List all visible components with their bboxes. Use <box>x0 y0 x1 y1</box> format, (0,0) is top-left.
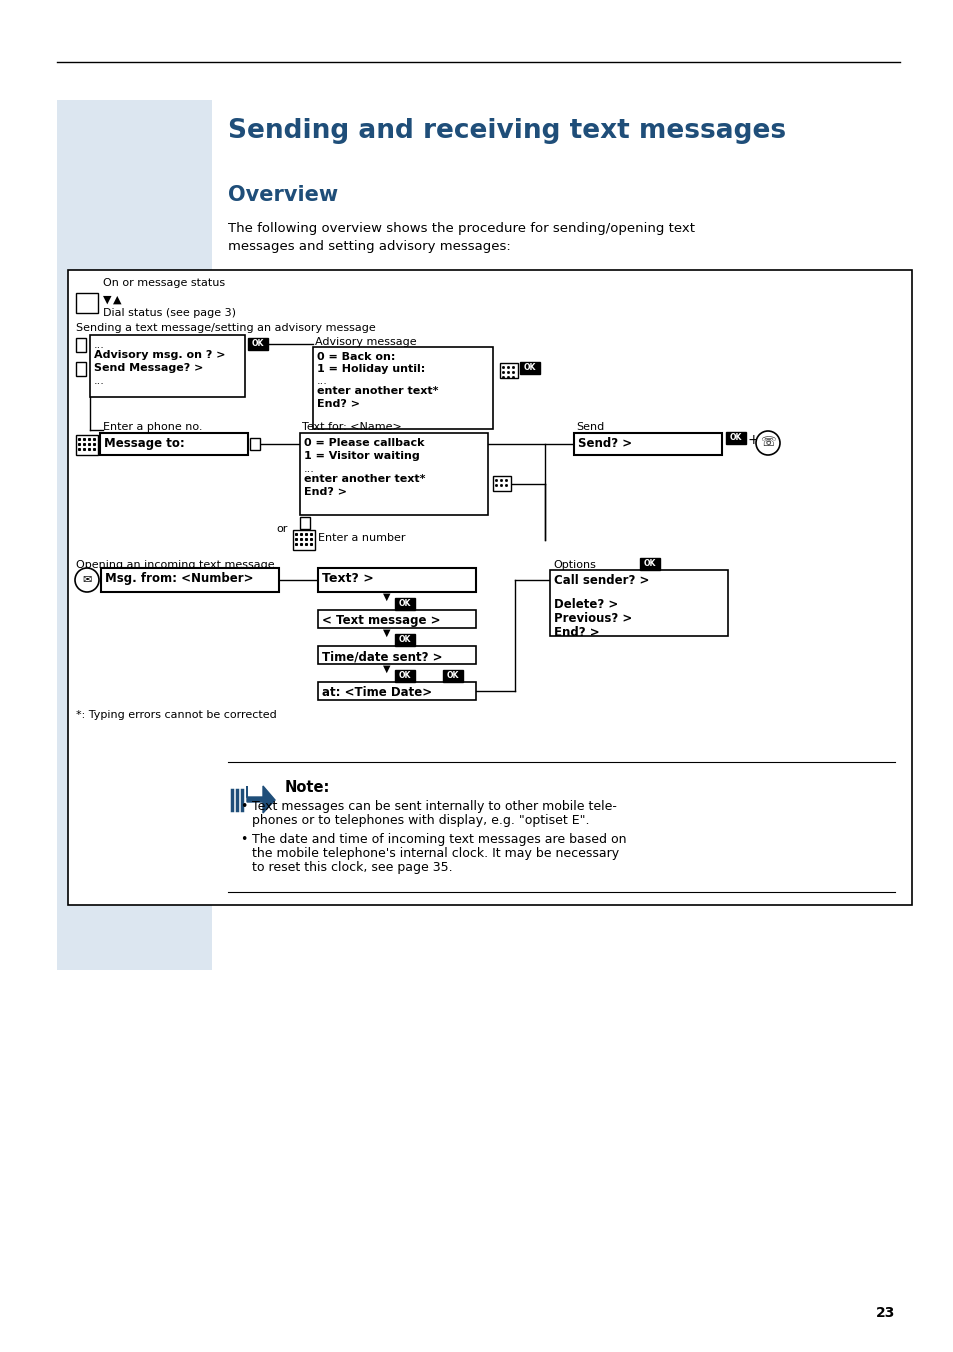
Text: The date and time of incoming text messages are based on: The date and time of incoming text messa… <box>252 833 626 846</box>
Text: ...: ... <box>94 376 105 387</box>
Text: enter another text*: enter another text* <box>316 387 438 396</box>
Text: Opening an incoming text message: Opening an incoming text message <box>76 560 274 571</box>
Text: ...: ... <box>304 464 314 475</box>
Text: 0 = Please callback: 0 = Please callback <box>304 438 424 448</box>
Text: Overview: Overview <box>228 185 337 206</box>
Text: 1 = Visitor waiting: 1 = Visitor waiting <box>304 452 419 461</box>
Circle shape <box>755 431 780 456</box>
Text: ▼: ▼ <box>103 295 112 306</box>
Text: Note:: Note: <box>285 780 330 795</box>
Text: *: Typing errors cannot be corrected: *: Typing errors cannot be corrected <box>76 710 276 721</box>
Text: to reset this clock, see page 35.: to reset this clock, see page 35. <box>252 861 452 873</box>
Text: Send? >: Send? > <box>578 437 632 450</box>
Text: OK: OK <box>729 434 741 442</box>
Bar <box>550 571 727 635</box>
Text: Text messages can be sent internally to other mobile tele-: Text messages can be sent internally to … <box>252 800 617 813</box>
Bar <box>299 433 488 515</box>
Bar <box>317 568 476 592</box>
Bar <box>76 293 98 314</box>
Bar <box>313 347 493 429</box>
Text: On or message status: On or message status <box>103 279 225 288</box>
Text: Delete? >: Delete? > <box>554 598 618 611</box>
Text: OK: OK <box>446 672 458 680</box>
Bar <box>76 338 86 352</box>
Text: ▼: ▼ <box>383 664 391 675</box>
Text: The following overview shows the procedure for sending/opening text: The following overview shows the procedu… <box>228 222 695 235</box>
Text: OK: OK <box>398 635 411 645</box>
Text: phones or to telephones with display, e.g. "optiset E".: phones or to telephones with display, e.… <box>252 814 589 827</box>
Text: OK: OK <box>523 364 536 373</box>
Bar <box>574 433 721 456</box>
Text: Advisory message: Advisory message <box>314 337 416 347</box>
Text: •: • <box>240 800 247 813</box>
Bar <box>76 435 98 456</box>
Bar <box>57 100 212 969</box>
Bar <box>299 516 310 529</box>
Text: Sending a text message/setting an advisory message: Sending a text message/setting an adviso… <box>76 323 375 333</box>
Text: ▲: ▲ <box>112 295 121 306</box>
Text: Send: Send <box>576 422 603 433</box>
Text: ☏: ☏ <box>760 437 775 449</box>
Text: ▼: ▼ <box>383 592 391 602</box>
Text: ...: ... <box>94 339 105 350</box>
Text: the mobile telephone's internal clock. It may be necessary: the mobile telephone's internal clock. I… <box>252 846 618 860</box>
Text: Sending and receiving text messages: Sending and receiving text messages <box>228 118 785 145</box>
Bar <box>395 634 415 646</box>
Text: OK: OK <box>643 560 656 568</box>
Text: Options: Options <box>553 560 596 571</box>
Bar <box>493 476 511 491</box>
Text: End? >: End? > <box>304 487 347 498</box>
Bar <box>395 671 415 681</box>
Text: enter another text*: enter another text* <box>304 475 425 484</box>
Bar <box>293 530 314 550</box>
Text: Text? >: Text? > <box>322 572 374 585</box>
Text: Text for: <Name>: Text for: <Name> <box>302 422 401 433</box>
Bar <box>90 335 245 397</box>
Text: Msg. from: <Number>: Msg. from: <Number> <box>105 572 253 585</box>
Bar <box>519 362 539 375</box>
Bar <box>639 558 659 571</box>
Text: < Text message >: < Text message > <box>322 614 440 627</box>
Text: Advisory msg. on ? >: Advisory msg. on ? > <box>94 350 225 360</box>
Text: End? >: End? > <box>316 399 359 410</box>
Bar <box>317 646 476 664</box>
Text: OK: OK <box>252 339 264 349</box>
Text: Previous? >: Previous? > <box>554 612 632 625</box>
Text: Message to:: Message to: <box>104 437 185 450</box>
Bar <box>499 362 517 379</box>
Text: Enter a number: Enter a number <box>317 533 405 544</box>
Text: Send Message? >: Send Message? > <box>94 362 203 373</box>
Text: 0 = Back on:: 0 = Back on: <box>316 352 395 362</box>
Bar <box>317 681 476 700</box>
Bar <box>68 270 911 904</box>
Bar <box>395 598 415 610</box>
Text: •: • <box>240 833 247 846</box>
Bar <box>101 568 278 592</box>
Bar <box>725 433 745 443</box>
Text: 1 = Holiday until:: 1 = Holiday until: <box>316 364 425 375</box>
Text: Dial status (see page 3): Dial status (see page 3) <box>103 308 235 318</box>
Text: OK: OK <box>398 599 411 608</box>
Text: at: <Time Date>: at: <Time Date> <box>322 685 432 699</box>
Text: messages and setting advisory messages:: messages and setting advisory messages: <box>228 241 510 253</box>
Text: Enter a phone no.: Enter a phone no. <box>103 422 202 433</box>
Bar <box>76 362 86 376</box>
Bar <box>248 338 268 350</box>
Bar <box>100 433 248 456</box>
Text: OK: OK <box>398 672 411 680</box>
Polygon shape <box>247 786 274 813</box>
Circle shape <box>75 568 99 592</box>
Text: Time/date sent? >: Time/date sent? > <box>322 650 442 662</box>
Text: ▼: ▼ <box>383 627 391 638</box>
Text: Call sender? >: Call sender? > <box>554 575 649 587</box>
Text: 23: 23 <box>875 1306 894 1320</box>
Bar <box>250 438 260 450</box>
Text: End? >: End? > <box>554 626 599 639</box>
Text: +: + <box>747 433 759 448</box>
Text: ✉: ✉ <box>82 575 91 585</box>
Bar <box>442 671 462 681</box>
Text: or: or <box>275 525 287 534</box>
Text: ...: ... <box>316 376 328 387</box>
Bar <box>317 610 476 627</box>
